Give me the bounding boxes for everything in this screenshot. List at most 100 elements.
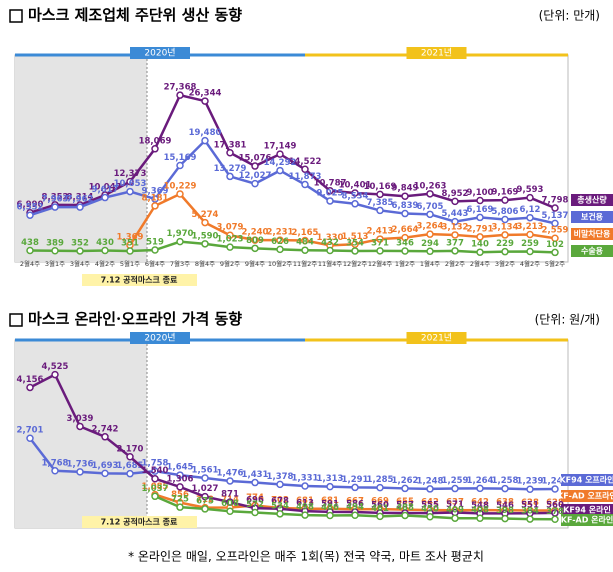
point (126, 187, 134, 196)
data-label: 259 (521, 239, 539, 249)
x-tick-label: 1월2주 (395, 259, 415, 268)
data-label: 1,561 (192, 466, 219, 476)
data-label: 494 (346, 503, 364, 513)
data-label: 2,559 (542, 226, 569, 236)
data-label: 638 (496, 498, 514, 508)
data-label: 3,134 (492, 222, 519, 232)
point (426, 485, 434, 493)
data-label: 1,248 (417, 476, 444, 486)
data-label: 9,025 (317, 188, 344, 198)
point (151, 202, 159, 210)
x-tick-label: 9월2주 (220, 259, 240, 268)
point (26, 246, 34, 255)
point (151, 474, 159, 483)
point (176, 91, 184, 99)
legend-label: KF94 온라인 (563, 505, 611, 515)
data-label: 6,990 (17, 200, 44, 210)
data-label: 2,791 (467, 224, 494, 234)
data-label: 2,170 (117, 444, 144, 454)
point (151, 246, 159, 254)
point (226, 243, 234, 251)
point (151, 145, 159, 153)
point (376, 206, 384, 215)
point (51, 370, 59, 379)
data-label: 2,165 (292, 228, 319, 238)
chart-title: 마스크 제조업체 주단위 생산 동향 (28, 6, 242, 24)
point (51, 203, 59, 211)
legend-swatch (571, 228, 613, 240)
data-label: 1,758 (142, 459, 169, 469)
data-label: 519 (146, 238, 164, 248)
data-label: 1,431 (242, 470, 269, 480)
period-label: 2021년 (421, 333, 452, 344)
data-label: 548 (471, 501, 489, 511)
point (376, 190, 384, 199)
data-label: 2,231 (267, 228, 294, 238)
data-label: 1,693 (92, 461, 119, 471)
data-label: 655 (396, 497, 414, 507)
point (276, 166, 284, 175)
data-label: 534 (271, 501, 289, 511)
point (301, 236, 309, 245)
point (526, 213, 534, 222)
period-label: 2020년 (144, 48, 175, 59)
x-tick-label: 9월4주 (245, 259, 265, 268)
data-label: 354 (346, 238, 364, 248)
data-label: 3,079 (217, 223, 244, 233)
data-label: 7,962 (67, 195, 94, 205)
x-tick-label: 12월4주 (368, 259, 392, 268)
data-label: 1,037 (142, 484, 169, 494)
x-tick-label: 6월4주 (145, 259, 165, 268)
data-label: 5,137 (542, 211, 569, 221)
period-label-bg (130, 332, 190, 344)
x-tick-label: 1월4주 (420, 259, 440, 268)
point (476, 196, 484, 205)
data-label: 450 (421, 504, 439, 514)
data-label: 1,023 (217, 235, 244, 245)
data-label: 488 (396, 503, 414, 513)
point (151, 195, 159, 203)
point (76, 203, 84, 211)
legend-label: 비말차단용 (574, 229, 611, 239)
legend-label: KF-AD 온라인 (561, 515, 613, 525)
data-label: 2,413 (367, 227, 394, 237)
point (426, 247, 434, 256)
data-label: 1,264 (467, 476, 494, 486)
data-label: 9,593 (517, 185, 544, 195)
data-label: 1,085 (142, 482, 169, 492)
data-label: 8,952 (442, 189, 469, 199)
point (251, 162, 259, 170)
point (126, 177, 134, 186)
title-box (9, 9, 23, 23)
point (101, 469, 109, 478)
data-label: 1,262 (392, 476, 419, 486)
data-label: 9,617 (92, 185, 119, 195)
point (426, 513, 434, 521)
data-label: 586 (346, 500, 364, 510)
period-label-bg (130, 47, 190, 59)
point (501, 196, 509, 204)
data-label: 14,522 (289, 157, 322, 167)
data-label: 1,768 (42, 458, 69, 468)
legend-label: 총생산량 (577, 195, 607, 205)
point (276, 510, 284, 518)
point (401, 247, 409, 255)
data-label: 1,476 (217, 468, 244, 478)
data-label: 642 (421, 498, 439, 508)
period-label: 2021년 (421, 48, 452, 59)
data-label: 608 (221, 499, 239, 509)
point (376, 512, 384, 521)
data-label: 11,873 (289, 172, 322, 182)
point (426, 190, 434, 198)
data-label: 10,401 (339, 181, 372, 191)
legend-swatch (561, 490, 613, 502)
point (451, 197, 459, 206)
data-label: 4,525 (42, 362, 69, 372)
data-label: 438 (21, 238, 39, 248)
data-label: 696 (246, 496, 264, 506)
data-label: 1,540 (142, 466, 169, 476)
point (401, 511, 409, 520)
data-label: 1,331 (292, 474, 319, 484)
x-tick-label: 3월1주 (45, 259, 65, 268)
data-label: 10,229 (164, 182, 197, 192)
